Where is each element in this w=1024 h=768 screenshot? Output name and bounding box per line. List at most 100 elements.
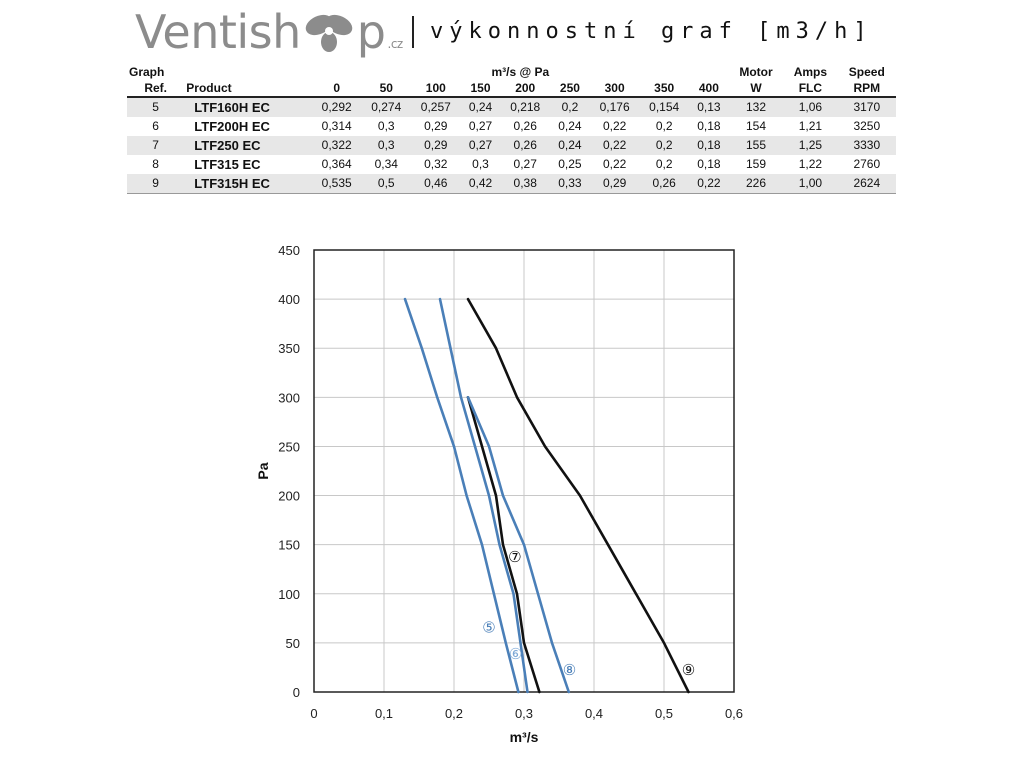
- motor-cell: 155: [728, 136, 784, 155]
- ref-cell: 7: [127, 136, 185, 155]
- ref-cell: 5: [127, 97, 185, 117]
- col-amps-header: Amps: [793, 65, 828, 79]
- amps-cell: 1,25: [783, 136, 838, 155]
- series-line: [466, 396, 541, 694]
- amps-cell: 1,21: [798, 119, 823, 133]
- x-tick-label: 0,3: [515, 706, 533, 721]
- series-line: [438, 297, 529, 694]
- series-line: [466, 396, 571, 694]
- flow-cell: 0,25: [558, 157, 582, 171]
- table-row: 8 LTF315 EC 0,364 0,34 0,32 0,3 0,27 0,25 0,22 0,…: [127, 155, 896, 174]
- amps-cell: 1,00: [783, 174, 838, 194]
- flow-cell: 0,314: [321, 119, 352, 133]
- x-tick-label: 0,2: [445, 706, 463, 721]
- flow-cell: 0,322: [311, 136, 362, 155]
- table-header-row-1: Graph m³/s @ Pa Motor Amps Speed: [127, 64, 896, 80]
- flow-cell: 0,29: [589, 174, 640, 194]
- series-marker-label: ⑦: [508, 548, 521, 566]
- flow-cell: 0,18: [697, 119, 721, 133]
- x-axis-label: m³/s: [510, 729, 539, 745]
- series-marker-label: ⑧: [563, 661, 576, 679]
- table-row: 7 LTF250 EC 0,322 0,3 0,29 0,27 0,26 0,24 0,22 0,…: [127, 136, 896, 155]
- y-axis-label: Pa: [255, 462, 271, 479]
- flow-cell: 0,42: [460, 174, 501, 194]
- col-pressure-header: 50: [361, 80, 412, 98]
- col-pressure-header: 100: [411, 80, 461, 98]
- flow-cell: 0,22: [589, 136, 640, 155]
- product-cell: LTF315H EC: [184, 174, 312, 194]
- col-speed-header-2: RPM: [837, 80, 896, 98]
- product-cell: LTF160H EC: [184, 97, 312, 117]
- motor-cell: 132: [728, 97, 784, 117]
- amps-cell: 1,22: [798, 157, 823, 171]
- flow-cell: 0,274: [361, 97, 412, 117]
- flow-cell: 0,22: [688, 174, 729, 194]
- x-tick-label: 0,4: [585, 706, 603, 721]
- y-tick-label: 300: [278, 390, 300, 405]
- col-speed-header: Speed: [848, 65, 885, 79]
- flow-cell: 0,2: [639, 136, 689, 155]
- ref-cell: 6: [152, 119, 159, 133]
- col-ref-header-2: Ref.: [127, 80, 185, 98]
- amps-cell: 1,06: [783, 97, 838, 117]
- col-pressure-header: 300: [589, 80, 640, 98]
- rpm-cell: 2760: [853, 157, 881, 171]
- flow-cell: 0,22: [602, 157, 627, 171]
- flow-cell: 0,364: [321, 157, 352, 171]
- rpm-cell: 3330: [837, 136, 896, 155]
- flow-cell: 0,3: [377, 119, 395, 133]
- table-row: 5 LTF160H EC 0,292 0,274 0,257 0,24 0,218 0,2 0,…: [127, 97, 896, 117]
- y-tick-label: 200: [278, 489, 300, 504]
- col-pressure-header: 250: [550, 80, 590, 98]
- product-cell: LTF200H EC: [194, 119, 270, 134]
- col-product-header: Product: [184, 80, 312, 98]
- table-row: 6 LTF200H EC 0,314 0,3 0,29 0,27 0,26 0,24 0,22 0…: [127, 117, 896, 136]
- flow-cell: 0,29: [424, 119, 448, 133]
- flow-cell: 0,2: [655, 119, 673, 133]
- flow-cell: 0,2: [655, 157, 673, 171]
- flow-cell: 0,22: [602, 119, 627, 133]
- ventishop-logo[interactable]: Ventish p .cz: [135, 4, 403, 72]
- col-motor-header: Motor: [739, 65, 773, 79]
- x-tick-label: 0,1: [375, 706, 393, 721]
- flow-cell: 0,38: [500, 174, 550, 194]
- plot-frame: [313, 249, 735, 693]
- col-pressure-header: 350: [639, 80, 689, 98]
- col-motor-header-2: W: [728, 80, 784, 98]
- x-tick-label: 0: [310, 706, 317, 721]
- performance-table-body: 5 LTF160H EC 0,292 0,274 0,257 0,24 0,218 0,2 0,…: [127, 97, 896, 194]
- col-pressure-header: 150: [460, 80, 501, 98]
- y-tick-label: 150: [278, 538, 300, 553]
- col-ref-header: Graph: [129, 65, 165, 79]
- flow-cell: 0,3: [361, 136, 412, 155]
- ref-cell: 8: [152, 157, 159, 171]
- flow-cell: 0,32: [424, 157, 448, 171]
- flow-cell: 0,535: [311, 174, 362, 194]
- col-pressure-header: 400: [688, 80, 729, 98]
- flow-cell: 0,257: [411, 97, 461, 117]
- motor-cell: 226: [728, 174, 784, 194]
- flow-cell: 0,154: [639, 97, 689, 117]
- flow-cell: 0,13: [688, 97, 729, 117]
- logo-text: Ventish: [135, 5, 301, 59]
- rpm-cell: 3250: [853, 119, 881, 133]
- flow-cell: 0,176: [589, 97, 640, 117]
- flow-cell: 0,27: [513, 157, 537, 171]
- table-row: 9 LTF315H EC 0,535 0,5 0,46 0,42 0,38 0,33 0,29 0…: [127, 174, 896, 194]
- y-tick-label: 400: [278, 292, 300, 307]
- y-tick-label: 100: [278, 587, 300, 602]
- col-pressure-header: 200: [500, 80, 550, 98]
- table-header-row-2: Ref. Product 0 50 100 150 200 250 300 35…: [127, 80, 896, 98]
- series-line: [466, 297, 690, 694]
- col-group-header: m³/s @ Pa: [491, 65, 550, 79]
- logo-tld: .cz: [387, 37, 404, 51]
- y-tick-label: 350: [278, 341, 300, 356]
- product-cell: LTF250 EC: [184, 136, 312, 155]
- ref-cell: 9: [127, 174, 185, 194]
- header-divider: [412, 16, 414, 48]
- flow-cell: 0,33: [550, 174, 590, 194]
- rpm-cell: 3170: [837, 97, 896, 117]
- motor-cell: 154: [745, 119, 767, 133]
- y-tick-label: 450: [278, 243, 300, 258]
- flow-cell: 0,26: [513, 119, 537, 133]
